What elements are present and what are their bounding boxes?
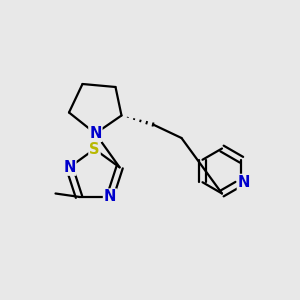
Text: N: N <box>238 175 250 190</box>
Text: N: N <box>89 126 102 141</box>
Text: N: N <box>104 189 116 204</box>
Text: N: N <box>63 160 76 175</box>
Text: S: S <box>89 142 100 157</box>
